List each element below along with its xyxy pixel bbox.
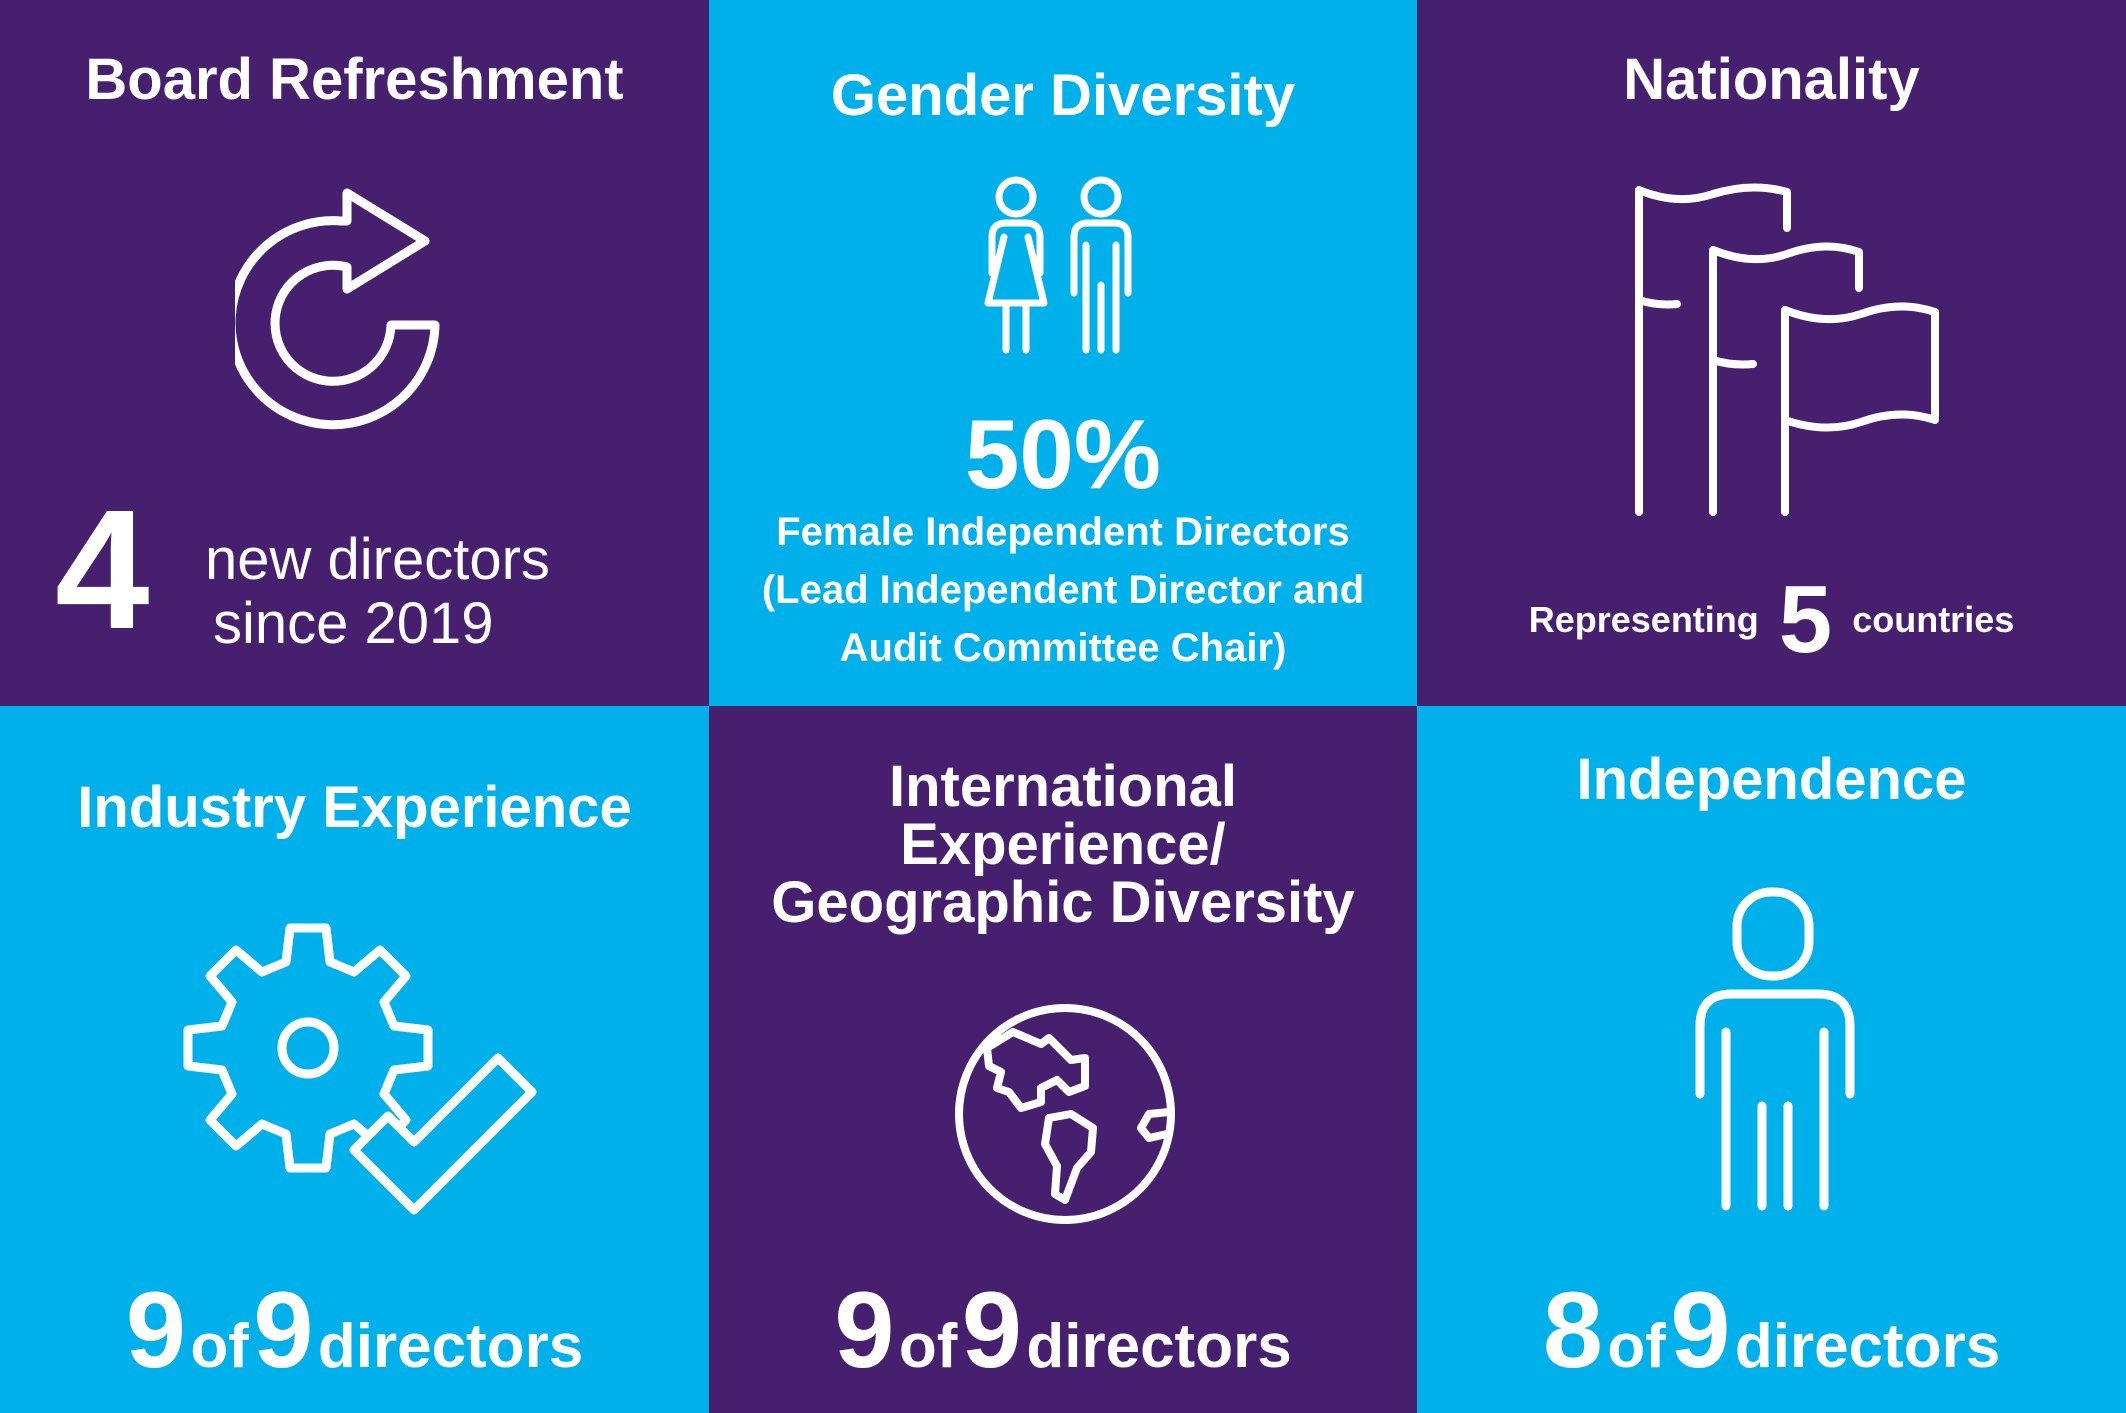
independence-total: 9 <box>1670 1269 1731 1390</box>
tile-title: Gender Diversity <box>830 63 1296 128</box>
international-count: 9 <box>834 1269 895 1390</box>
international-of: of <box>898 1312 958 1381</box>
industry-unit: directors <box>317 1312 584 1381</box>
industry-stat: 9 of 9 directors <box>0 1276 709 1384</box>
independence-of: of <box>1607 1312 1666 1381</box>
tile-title: Nationality <box>1623 47 1920 112</box>
industry-total: 9 <box>253 1269 314 1390</box>
tile-nationality: Nationality Representing 5 countries <box>1417 0 2126 706</box>
new-directors-label: new directors since 2019 <box>205 528 550 656</box>
tile-industry-experience: Industry Experience 9 of 9 directors <box>0 706 709 1413</box>
independence-unit: directors <box>1734 1312 2001 1381</box>
gender-description: Female Independent Directors (Lead Indep… <box>709 503 1417 677</box>
tile-board-refreshment: Board Refreshment 4 new directors since … <box>0 0 709 706</box>
new-directors-line2: since 2019 <box>213 590 494 656</box>
tile-title: Industry Experience <box>77 775 632 840</box>
tile-international-experience: International Experience/ Geographic Div… <box>709 706 1417 1413</box>
tile-title: Board Refreshment <box>85 47 624 112</box>
countries-count: 5 <box>1778 566 1833 673</box>
title-line3: Geographic Diversity <box>771 870 1355 935</box>
tile-title: Independence <box>1576 747 1967 812</box>
refresh-arrow-icon <box>235 185 475 445</box>
international-unit: directors <box>1026 1312 1292 1381</box>
nationality-suffix: countries <box>1852 599 2015 640</box>
tile-title: International Experience/ Geographic Div… <box>709 758 1417 932</box>
independence-count: 8 <box>1542 1269 1603 1390</box>
international-stat: 9 of 9 directors <box>709 1276 1417 1384</box>
tile-gender-diversity: Gender Diversity 50% Female Independent … <box>709 0 1417 706</box>
title-line1: International <box>888 754 1238 819</box>
new-directors-count: 4 <box>55 475 150 665</box>
nationality-prefix: Representing <box>1528 599 1759 640</box>
flags-icon <box>1617 180 1947 520</box>
gender-line1: Female Independent Directors <box>776 510 1350 554</box>
tile-independence: Independence 8 of 9 directors <box>1417 706 2126 1413</box>
nationality-stat: Representing 5 countries <box>1417 572 2126 668</box>
international-total: 9 <box>961 1269 1022 1390</box>
female-percent: 50% <box>964 399 1162 509</box>
new-directors-line1: new directors <box>205 527 550 592</box>
industry-of: of <box>190 1312 249 1381</box>
gender-line2: (Lead Independent Director and <box>761 568 1365 612</box>
industry-count: 9 <box>125 1269 186 1390</box>
independence-stat: 8 of 9 directors <box>1417 1276 2126 1384</box>
person-icon <box>1690 884 1860 1214</box>
globe-icon <box>953 1002 1177 1226</box>
female-male-people-icon <box>974 175 1154 355</box>
gender-line3: Audit Committee Chair) <box>839 626 1287 670</box>
title-line2: Experience/ <box>900 812 1226 877</box>
gear-check-icon <box>178 918 538 1218</box>
